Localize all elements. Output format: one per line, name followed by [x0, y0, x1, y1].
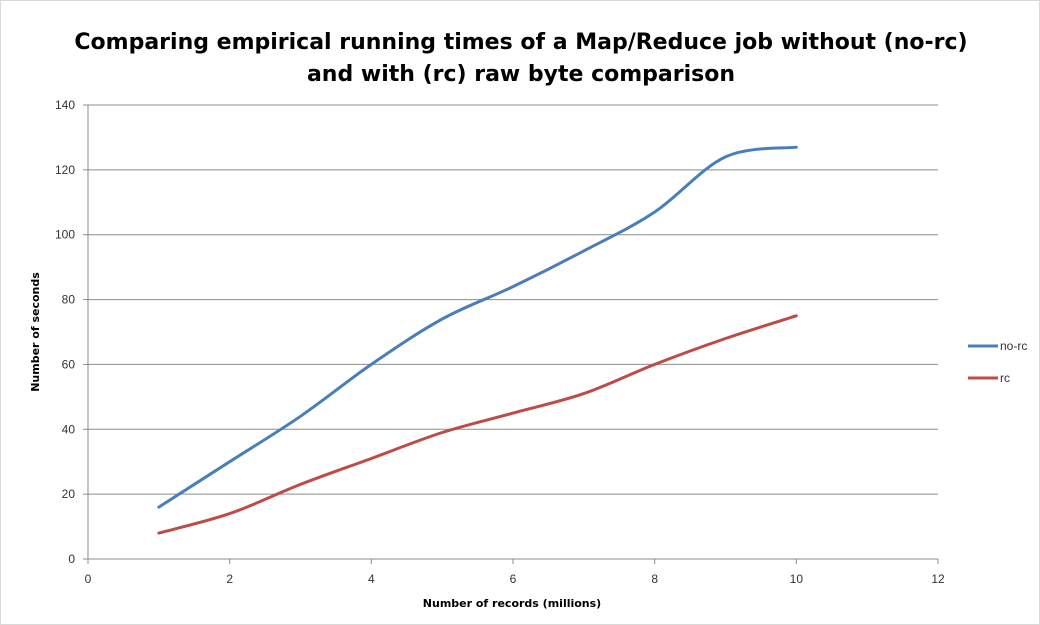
- y-tick-label-0: 0: [68, 552, 75, 566]
- y-tick-label-140: 140: [55, 98, 75, 112]
- x-tick-label-2: 2: [226, 572, 233, 586]
- series-line-no-rc: [157, 145, 798, 509]
- series-lines: [157, 145, 798, 535]
- x-tick-label-0: 0: [85, 572, 92, 586]
- y-tick-label-60: 60: [62, 357, 76, 371]
- y-tick-label-100: 100: [55, 228, 75, 242]
- legend-label-no-rc: no-rc: [1000, 339, 1027, 353]
- x-tick-label-10: 10: [790, 572, 804, 586]
- legend-label-rc: rc: [1000, 371, 1010, 385]
- chart-title-line-2: and with (rc) raw byte comparison: [306, 62, 736, 87]
- chart-title-line-1: Comparing empirical running times of a M…: [74, 30, 968, 55]
- legend: no-rc rc: [968, 339, 1027, 385]
- x-tick-label-6: 6: [510, 572, 517, 586]
- y-tick-label-20: 20: [62, 487, 76, 501]
- series-line-rc: [157, 314, 798, 535]
- y-tick-label-80: 80: [62, 293, 76, 307]
- x-axis-title: Number of records (millions): [423, 597, 601, 610]
- x-tick-label-4: 4: [368, 572, 375, 586]
- x-tick-label-12: 12: [931, 572, 945, 586]
- axes: [83, 104, 939, 564]
- tick-labels: 0 20 40 60 80 100 120 140 0 2 4 6 8 10 12: [55, 98, 945, 586]
- y-tick-label-40: 40: [62, 422, 76, 436]
- gridlines: [88, 104, 938, 495]
- y-tick-label-120: 120: [55, 163, 75, 177]
- x-tick-label-8: 8: [651, 572, 658, 586]
- y-axis-title: Number of seconds: [29, 272, 42, 392]
